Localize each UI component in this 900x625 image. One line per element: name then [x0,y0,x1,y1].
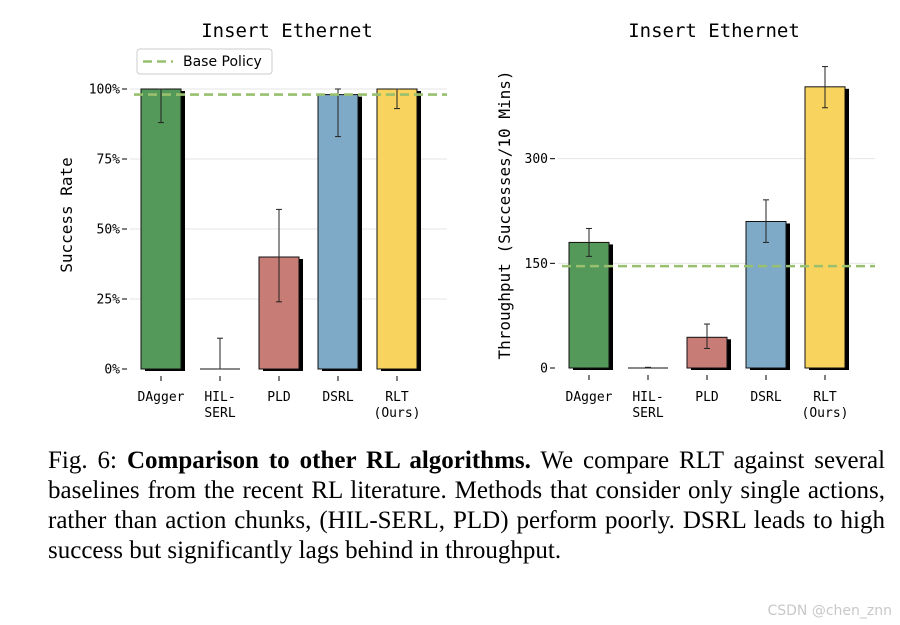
x-tick-label: HIL- [204,390,235,405]
y-tick-label: 300 [525,152,548,167]
bar [376,88,418,370]
caption-label: Fig. 6: [48,447,127,474]
y-tick-label: 25% [97,293,121,308]
x-tick-label: DAgger [138,390,185,405]
chart-title: Insert Ethernet [628,20,800,42]
caption-bold: Comparison to other RL algorithms. [126,447,531,474]
bar [745,220,787,369]
x-tick-label: (Ours) [802,406,849,421]
y-tick-label: 75% [97,153,121,168]
y-tick-label: 100% [89,83,120,98]
bar [804,86,846,369]
y-axis-label: Throughput (Successes/10 Mins) [495,71,514,360]
x-tick-label: (Ours) [374,406,421,421]
legend-box [136,48,273,75]
y-tick-label: 0 [540,362,548,377]
x-tick-label: DSRL [750,390,781,405]
x-tick-label: HIL- [632,390,663,405]
x-tick-label: RLT [385,390,409,405]
x-tick-label: DAgger [566,390,613,405]
y-axis-label: Success Rate [57,157,76,273]
x-tick-label: PLD [267,390,291,405]
x-tick-label: SERL [204,406,235,421]
legend-label: Base Policy [183,54,262,70]
throughput-chart: Insert Ethernet Throughput (Successes/10 … [495,20,875,421]
bar [568,241,610,369]
success-rate-chart: Insert Ethernet Success Rate 0% 25% 50% 75% 10… [57,20,447,421]
figure: Insert Ethernet Success Rate 0% 25% 50% 75% 10… [57,20,875,421]
x-tick-label: PLD [695,390,719,405]
y-tick-label: 150 [525,257,548,272]
caption-text: We compare RLT against several baselines… [48,447,886,564]
x-tick-label: RLT [813,390,837,405]
figure-caption: Fig. 6: Comparison to other RL algorithm… [48,446,885,566]
bar [140,88,182,370]
x-tick-label: DSRL [322,390,353,405]
y-tick-label: 0% [104,363,120,378]
chart-title: Insert Ethernet [201,20,373,42]
y-tick-label: 50% [97,223,121,238]
x-tick-label: SERL [632,406,663,421]
bar [317,94,359,370]
watermark: CSDN @chen_znn [767,603,892,619]
